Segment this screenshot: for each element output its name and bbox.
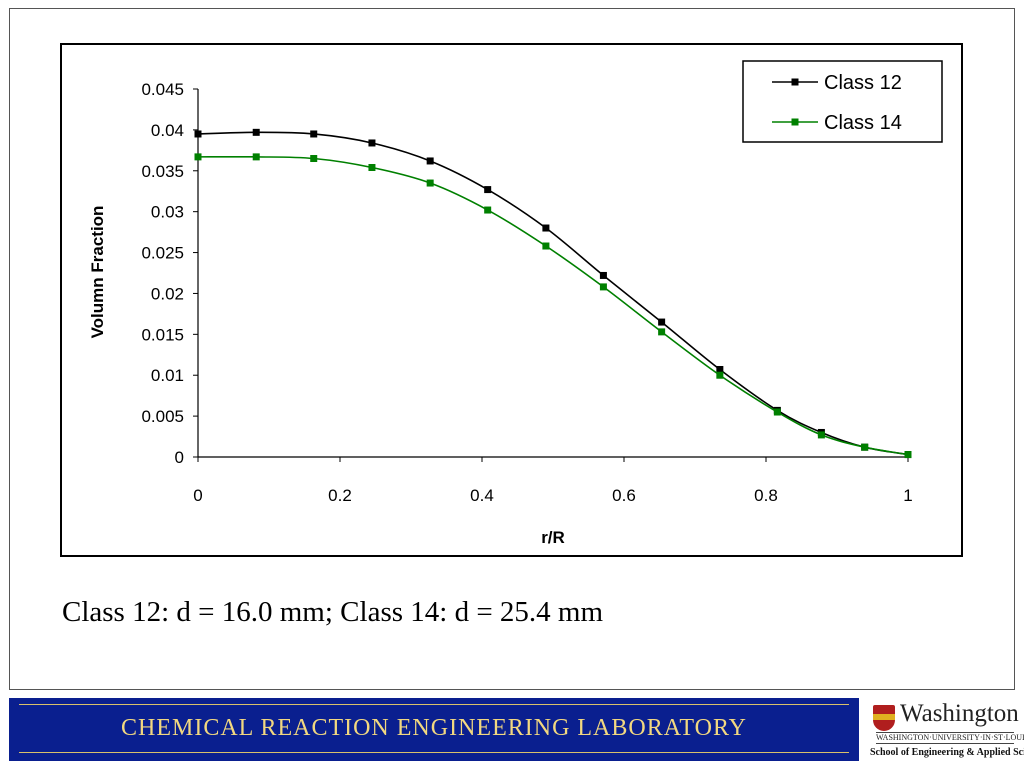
- data-point-class-12: [542, 224, 550, 232]
- y-tick-label: 0.025: [141, 244, 184, 263]
- y-tick-label: 0.04: [151, 121, 184, 140]
- chart: 0 0.005 0.01 0.015 0.02 0.025 0.03 0.035 0.04 0.0…: [60, 43, 963, 557]
- logo-school-line: School of Engineering & Applied Science: [870, 747, 1024, 758]
- data-point-class-12: [310, 130, 318, 138]
- data-point-class-14: [194, 153, 202, 161]
- data-point-class-12: [252, 128, 260, 136]
- x-tick-label: 1: [903, 486, 912, 505]
- data-point-class-14: [368, 164, 376, 172]
- data-point-class-12: [658, 318, 666, 326]
- y-axis-label: Volumn Fraction: [88, 206, 107, 339]
- data-point-class-12: [599, 271, 607, 279]
- series-line-class-12: [197, 131, 909, 456]
- x-tick-label: 0.6: [612, 486, 636, 505]
- data-point-class-14: [542, 242, 550, 250]
- x-axis-label: r/R: [541, 528, 565, 547]
- data-point-class-14: [252, 153, 260, 161]
- x-tick-label: 0: [193, 486, 202, 505]
- data-point-class-14: [599, 283, 607, 291]
- y-tick-label: 0.005: [141, 407, 184, 426]
- y-tick-label: 0.03: [151, 203, 184, 222]
- data-point-class-14: [773, 408, 781, 416]
- university-logo: Washington WASHINGTON·UNIVERSITY·IN·ST·L…: [870, 700, 1024, 762]
- data-point-class-12: [484, 186, 492, 194]
- data-point-class-14: [861, 443, 869, 451]
- lab-name: CHEMICAL REACTION ENGINEERING LABORATORY: [121, 715, 747, 741]
- data-point-class-12: [368, 139, 376, 147]
- data-point-class-14: [310, 155, 318, 163]
- data-point-class-14: [484, 206, 492, 214]
- y-tick-label: 0: [175, 448, 184, 467]
- legend-marker-class-12: [791, 78, 799, 86]
- x-tick-label: 0.4: [470, 486, 494, 505]
- y-tick-label: 0.02: [151, 284, 184, 303]
- data-point-class-14: [426, 179, 434, 187]
- legend-box: [742, 60, 943, 143]
- series-line-class-14: [197, 155, 909, 456]
- legend-label-class-12: Class 12: [824, 72, 902, 94]
- data-point-class-14: [817, 431, 825, 439]
- y-tick-label: 0.01: [151, 366, 184, 385]
- data-point-class-12: [426, 157, 434, 165]
- logo-university-line: WASHINGTON·UNIVERSITY·IN·ST·LOUIS: [876, 732, 1024, 744]
- logo-name: Washington: [900, 700, 1019, 727]
- y-tick-label: 0.015: [141, 325, 184, 344]
- data-point-class-12: [194, 130, 202, 138]
- y-tick-label: 0.045: [141, 80, 184, 99]
- footer-banner: CHEMICAL REACTION ENGINEERING LABORATORY: [9, 698, 859, 761]
- chart-caption: Class 12: d = 16.0 mm; Class 14: d = 25.…: [62, 596, 604, 628]
- legend: Class 12 Class 14: [742, 60, 943, 143]
- data-point-class-12: [716, 365, 724, 373]
- x-tick-label: 0.2: [328, 486, 352, 505]
- data-point-class-14: [658, 328, 666, 336]
- data-point-class-14: [904, 451, 912, 459]
- shield-icon: [873, 705, 895, 731]
- legend-marker-class-14: [791, 118, 799, 126]
- data-point-class-14: [716, 371, 724, 379]
- x-tick-label: 0.8: [754, 486, 778, 505]
- y-tick-label: 0.035: [141, 162, 184, 181]
- legend-label-class-14: Class 14: [824, 112, 902, 134]
